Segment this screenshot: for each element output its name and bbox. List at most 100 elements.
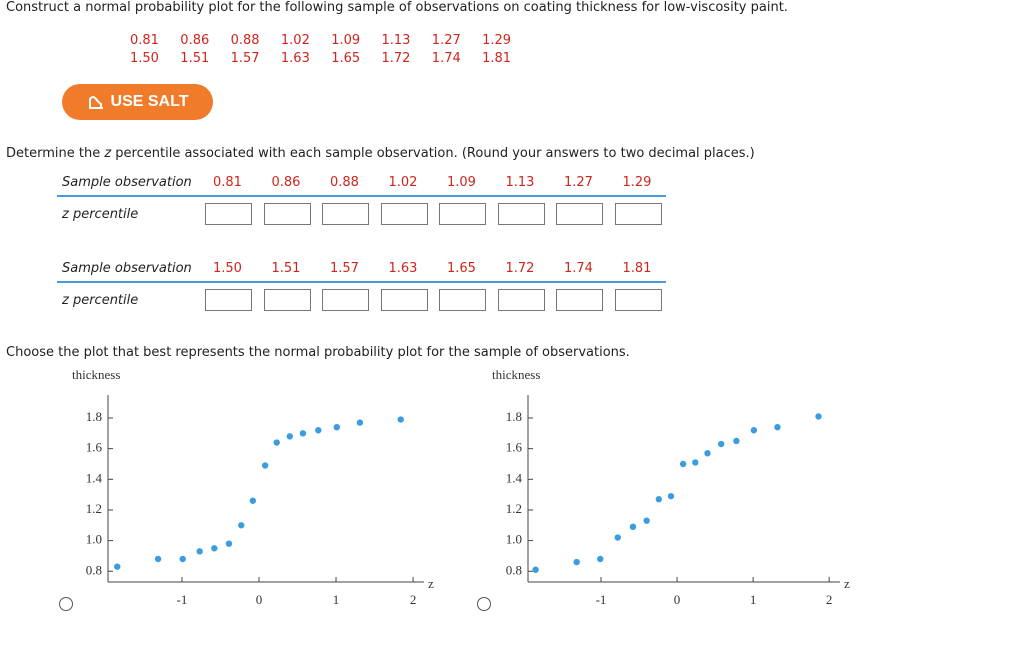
sample-value: 1.02 [280,33,310,48]
data-point [286,433,294,440]
data-point [750,427,758,434]
observation: 1.13 [505,175,535,190]
observation: 1.72 [505,261,535,276]
salt-icon [88,96,103,109]
sample-value: 1.81 [482,51,512,66]
x-tick-label: 1 [333,592,340,607]
x-tick-label: -1 [177,592,188,607]
answer-input[interactable] [614,289,662,311]
data-point [717,440,725,448]
answer-input[interactable] [380,289,428,311]
salt-label: USE SALT [110,93,189,110]
data-point [679,460,687,468]
variable: z [104,146,112,161]
answer-input[interactable] [205,203,252,225]
y-tick-label: 0.8 [86,562,102,577]
sample-value: 1.57 [230,51,260,66]
observation: 1.27 [564,175,593,190]
radio-option[interactable] [477,597,491,611]
data-point [299,430,307,437]
y-tick-label: 1.0 [86,532,102,547]
sample-value: 1.51 [180,51,210,66]
data-point [733,437,740,445]
data-point [667,492,675,500]
x-tick-label: 1 [750,592,757,607]
answer-input[interactable] [497,203,545,225]
sample-value: 1.13 [381,33,411,48]
answer-input[interactable] [322,203,369,225]
row-header: Sample observation [62,175,192,190]
y-tick-label: 1.6 [86,440,103,455]
data-point [655,496,663,503]
sample-value: 0.81 [130,33,159,48]
data-point [225,540,233,547]
data-point [692,459,699,466]
data-point [597,555,604,563]
answer-input[interactable] [497,289,545,311]
observation: 1.29 [622,175,652,190]
x-tick-label: -1 [596,592,607,607]
text: percentile associated with each sample o… [111,146,755,161]
data-point [315,427,322,434]
y-tick-label: 0.8 [506,562,522,577]
plot-prompt: Choose the plot that best represents the… [6,345,630,360]
answer-input[interactable] [614,203,662,225]
data-point [154,555,162,563]
x-tick-label: 0 [256,592,263,607]
sample-value: 1.27 [431,33,461,48]
observation: 0.86 [271,175,301,190]
answer-input[interactable] [322,289,369,311]
observation: 1.50 [213,261,242,276]
y-tick-label: 1.2 [86,501,102,516]
data-point [179,555,186,563]
data-point [643,517,650,524]
answer-header: z percentile [62,207,139,222]
instruction: Determine the z percentile associated wi… [6,146,755,161]
y-tick-label: 1.8 [86,409,102,424]
observation: 1.81 [622,261,652,276]
y-tick-label: 1.2 [506,501,522,516]
answer-input[interactable] [556,289,603,311]
data-point [211,545,218,552]
sample-value: 1.29 [482,33,512,48]
sample-value: 0.88 [230,33,260,48]
data-point [249,497,257,504]
observation: 1.51 [271,261,301,276]
y-tick-label: 1.4 [86,470,103,485]
x-axis-label: z [844,576,850,591]
row-header: Sample observation [62,261,192,276]
answer-input[interactable] [263,289,311,311]
answer-input[interactable] [556,203,603,225]
answer-input[interactable] [439,203,486,225]
data-point [704,450,711,457]
sample-value: 1.09 [331,33,361,48]
observation: 0.88 [330,175,359,190]
sample-value: 0.86 [180,33,210,48]
use-salt-button[interactable]: USE SALT [62,84,213,120]
observation: 0.81 [213,175,242,190]
answer-input[interactable] [263,203,311,225]
observation: 1.09 [447,175,476,190]
data-point [629,523,637,531]
observation: 1.74 [564,261,593,276]
answer-input[interactable] [380,203,428,225]
data-point [774,423,781,431]
y-axis-label: thickness [72,367,120,382]
data-point [114,563,121,570]
data-point [238,522,245,529]
answer-input[interactable] [439,289,486,311]
question: Construct a normal probability plot for … [6,0,788,15]
radio-option[interactable] [59,597,73,611]
sample-value: 1.50 [130,51,159,66]
observation: 1.02 [388,175,418,190]
data-point [573,558,580,566]
data-point [815,413,822,420]
y-axis-label: thickness [492,367,540,382]
header-rule [57,281,666,283]
y-tick-label: 1.8 [506,409,522,424]
data-point [397,416,404,423]
answer-input[interactable] [205,289,252,311]
y-tick-label: 1.6 [506,440,523,455]
